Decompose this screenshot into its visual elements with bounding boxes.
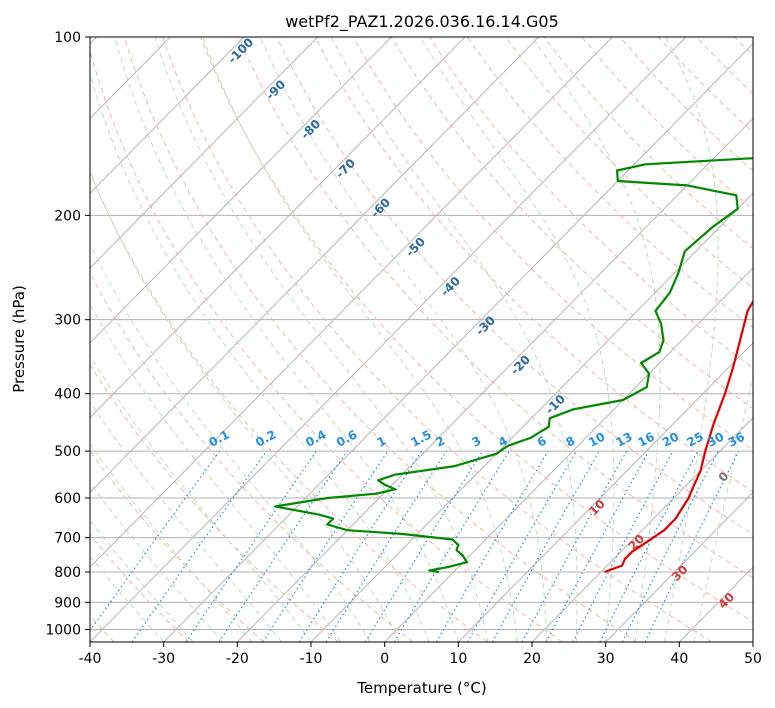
temperature-profile-line bbox=[604, 299, 753, 574]
isotherm-line bbox=[90, 37, 245, 194]
plot-area: 0.1 0.2 0.4 0.6 1 1.5 2 3 4 6 8 10 13 16 20 25 30 36-100-… bbox=[89, 35, 754, 643]
mixing-ratio-line bbox=[545, 450, 650, 642]
mixing-ratio-line bbox=[325, 450, 447, 642]
y-tick-label: 900 bbox=[54, 595, 81, 611]
dry-adiabat-line bbox=[90, 49, 563, 642]
mixing-ratio-line bbox=[298, 450, 423, 642]
mixing-ratio-line bbox=[644, 450, 740, 642]
x-axis-label: Temperature (°C) bbox=[356, 679, 486, 697]
isotherm-line bbox=[384, 267, 753, 642]
mixing-ratio-label: 30 bbox=[705, 430, 726, 450]
isotherm-line bbox=[236, 117, 753, 642]
y-axis: 100 200 300 400 500 600 700 800 900 1000 bbox=[45, 30, 90, 638]
y-axis-label: Pressure (hPa) bbox=[10, 285, 28, 393]
x-tick-label: 40 bbox=[670, 651, 688, 667]
moist-adiabat-line bbox=[90, 302, 341, 642]
mixing-ratio-line bbox=[131, 450, 267, 642]
y-tick-label: 300 bbox=[54, 313, 81, 329]
chart-title: wetPf2_PAZ1.2026.036.16.14.G05 bbox=[285, 12, 559, 32]
y-tick-label: 600 bbox=[54, 491, 81, 507]
isotherm-line bbox=[605, 491, 753, 642]
isotherm-line bbox=[90, 37, 539, 494]
moist-adiabat-line bbox=[259, 37, 548, 642]
plot-lines bbox=[90, 37, 753, 642]
dry-adiabat-line bbox=[276, 37, 753, 536]
y-tick-label: 100 bbox=[54, 30, 81, 46]
dewpoint-profile-line bbox=[274, 157, 753, 574]
dry-adiabat-line bbox=[467, 37, 753, 329]
mixing-ratio-label: 16 bbox=[636, 430, 657, 450]
isotherm-line bbox=[90, 37, 466, 419]
isotherm-line bbox=[90, 37, 392, 344]
plot-background bbox=[90, 37, 753, 642]
x-tick-label: -30 bbox=[152, 651, 175, 667]
isotherm-line bbox=[90, 37, 687, 642]
isotherm-line bbox=[310, 192, 753, 642]
moist-adiabat-line bbox=[90, 242, 371, 642]
mixing-ratio-label: 25 bbox=[685, 430, 706, 450]
y-tick-label: 800 bbox=[54, 565, 81, 581]
moist-adiabat-line bbox=[330, 37, 578, 642]
mixing-ratio-line bbox=[218, 450, 348, 642]
isotherm-line bbox=[90, 37, 613, 568]
y-tick-label: 400 bbox=[54, 387, 81, 403]
x-tick-label: -20 bbox=[226, 651, 249, 667]
moist-adiabat-line bbox=[531, 37, 661, 642]
mixing-ratio-line bbox=[621, 450, 719, 642]
x-tick-label: 50 bbox=[744, 651, 762, 667]
x-axis: -40 -30 -20 -10 0 10 20 30 40 50 bbox=[79, 642, 762, 667]
moist-adiabat-line bbox=[419, 37, 615, 642]
y-tick-label: 500 bbox=[54, 444, 81, 460]
moist-adiabat-line bbox=[90, 354, 312, 642]
moist-adiabat-line bbox=[90, 72, 430, 642]
y-tick-label: 1000 bbox=[45, 622, 81, 638]
mixing-ratio-label: 10 bbox=[586, 430, 607, 450]
mixing-ratio-line bbox=[393, 450, 510, 642]
plot-frame bbox=[89, 36, 754, 643]
moist-adiabat-line bbox=[202, 37, 518, 642]
mixing-ratio-label: 20 bbox=[660, 430, 681, 450]
x-tick-label: 30 bbox=[597, 651, 615, 667]
y-tick-label: 200 bbox=[54, 208, 81, 224]
mixing-ratio-line bbox=[364, 450, 484, 642]
x-tick-label: -40 bbox=[79, 651, 102, 667]
x-tick-label: 20 bbox=[523, 651, 541, 667]
mixing-ratio-line bbox=[185, 450, 317, 642]
moist-adiabat-line bbox=[90, 169, 400, 642]
x-tick-label: -10 bbox=[300, 651, 323, 667]
x-tick-label: 10 bbox=[449, 651, 467, 667]
mixing-ratio-label: 13 bbox=[613, 430, 634, 450]
dry-adiabat-line bbox=[123, 37, 638, 642]
isotherm-line bbox=[752, 641, 753, 642]
dry-adiabat-line bbox=[352, 37, 753, 451]
moist-adiabat-line bbox=[114, 37, 459, 642]
dry-adiabat-line bbox=[314, 37, 753, 493]
isotherm-line bbox=[457, 342, 753, 642]
x-tick-label: 0 bbox=[380, 651, 389, 667]
mixing-ratio-line bbox=[435, 450, 549, 642]
dry-adiabat-line bbox=[90, 272, 414, 642]
moist-adiabat-line bbox=[90, 442, 253, 642]
y-tick-label: 700 bbox=[54, 531, 81, 547]
dry-adiabat-line bbox=[428, 37, 753, 369]
moist-adiabat-line bbox=[90, 555, 165, 642]
isotherm-line bbox=[531, 416, 753, 642]
mixing-ratio-label: 36 bbox=[726, 430, 747, 450]
isotherm-line bbox=[90, 37, 318, 269]
mixing-ratio-line bbox=[521, 450, 628, 642]
moist-adiabat-line bbox=[154, 37, 489, 642]
